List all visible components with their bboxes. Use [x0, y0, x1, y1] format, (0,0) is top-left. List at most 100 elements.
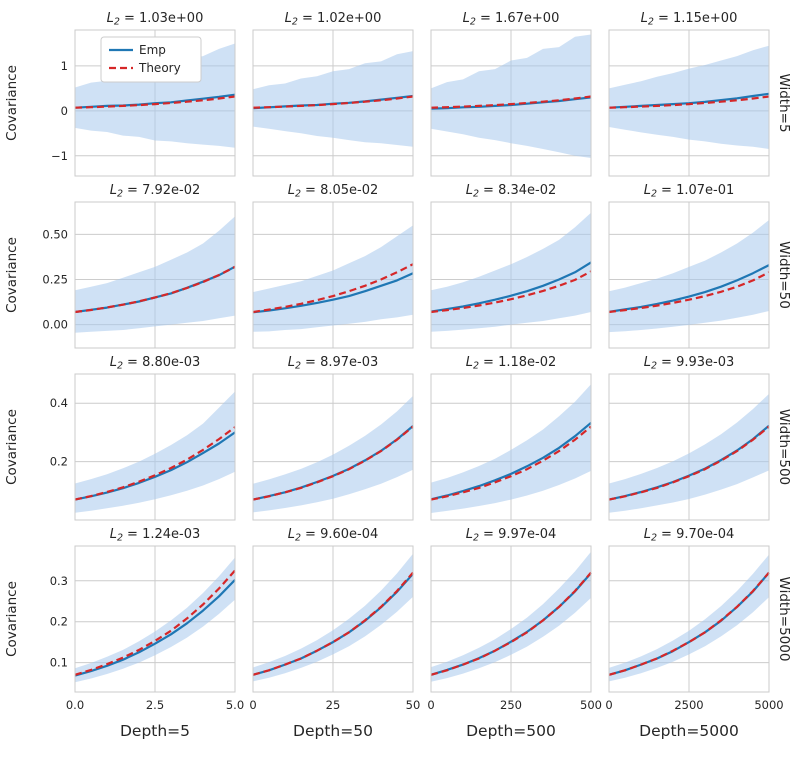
theory-line [430, 270, 592, 314]
col-label: Depth=50 [293, 722, 373, 740]
x-tick-label: 0.0 [66, 698, 84, 712]
confidence-band [609, 554, 769, 682]
plot-border [430, 29, 592, 177]
y-tick-label: 0.50 [42, 227, 68, 241]
subplot-r2-c0: L2 = 8.80e-03 0.2 0.4 Covariance [4, 355, 236, 521]
row-label: Width=500 [776, 409, 792, 485]
theory-line [74, 569, 236, 676]
confidence-band [253, 51, 413, 147]
x-tick-label: 0 [249, 698, 256, 712]
plot-border [252, 201, 414, 349]
emp-line [252, 272, 414, 314]
theory-line [608, 571, 770, 676]
theory-line [430, 425, 592, 501]
row-label: Width=5 [776, 73, 792, 132]
legend-emp-label: Emp [139, 43, 166, 57]
row-label: Width=5000 [776, 577, 792, 662]
subplot-r3-c0: L2 = 1.24e-03 0.1 0.2 0.3 Covariance 0.0 2.5 5.0… [4, 527, 244, 740]
subplot-r1-c1: L2 = 8.05e-02 [252, 183, 414, 349]
subplot-title: L2 = 8.05e-02 [288, 183, 379, 200]
x-tick-label: 5.0 [226, 698, 244, 712]
theory-line [252, 425, 414, 501]
x-tick-label: 500 [580, 698, 602, 712]
col-label: Depth=5 [120, 722, 190, 740]
subplot-r1-c0: L2 = 7.92e-02 0.00 0.25 0.50 Covariance [4, 183, 236, 349]
theory-line [430, 95, 592, 109]
subplot-title: L2 = 9.93e-03 [644, 355, 735, 372]
plot-border [608, 29, 770, 177]
subplot-title: L2 = 7.92e-02 [110, 183, 201, 200]
emp-line [74, 579, 236, 677]
plot-border [74, 545, 236, 693]
x-tick-label: 0 [605, 698, 612, 712]
theory-line [252, 95, 414, 109]
y-tick-label: 0.25 [42, 273, 68, 287]
y-axis-label: Covariance [4, 237, 20, 313]
confidence-band [75, 216, 235, 333]
confidence-band [431, 34, 591, 158]
x-tick-label: 250 [500, 698, 522, 712]
plot-border [74, 201, 236, 349]
subplot-title: L2 = 1.03e+00 [107, 11, 204, 28]
legend-theory-label: Theory [138, 61, 181, 75]
col-label: Depth=5000 [639, 722, 739, 740]
theory-line [74, 265, 236, 314]
plot-border [74, 29, 236, 177]
subplot-r3-c3: L2 = 9.70e-04 Width=5000 0 2500 5000 Depth=500… [605, 527, 792, 740]
subplot-r0-c3: L2 = 1.15e+00 Width=5 [608, 11, 792, 177]
subplot-title: L2 = 8.97e-03 [288, 355, 379, 372]
theory-line [74, 426, 236, 501]
plot-border [430, 545, 592, 693]
theory-line [608, 95, 770, 109]
emp-line [430, 261, 592, 313]
plot-border [252, 545, 414, 693]
subplot-title: L2 = 1.15e+00 [641, 11, 738, 28]
subplot-r2-c1: L2 = 8.97e-03 [252, 355, 414, 521]
confidence-band [431, 212, 591, 332]
subplot-r1-c3: L2 = 1.07e-01 Width=50 [608, 183, 792, 349]
x-tick-label: 25 [326, 698, 341, 712]
y-tick-label: 0.4 [50, 396, 68, 410]
confidence-band [431, 384, 591, 513]
subplot-title: L2 = 8.80e-03 [110, 355, 201, 372]
subplot-r2-c3: L2 = 9.93e-03 Width=500 [608, 355, 792, 521]
y-axis-label: Covariance [4, 409, 20, 485]
legend-box [100, 36, 202, 83]
subplot-r3-c1: L2 = 9.60e-04 0 25 50 Depth=50 [249, 527, 420, 740]
y-tick-label: 0.3 [50, 574, 68, 588]
plot-border [252, 373, 414, 521]
confidence-band [75, 391, 235, 513]
confidence-band [609, 393, 769, 513]
plot-border [430, 201, 592, 349]
subplot-title: L2 = 1.02e+00 [285, 11, 382, 28]
y-tick-label: 0.1 [50, 656, 68, 670]
subplot-r0-c1: L2 = 1.02e+00 [252, 11, 414, 177]
subplot-title: L2 = 9.60e-04 [288, 527, 379, 544]
plot-border [252, 29, 414, 177]
legend: Emp Theory [100, 36, 202, 83]
subplot-r2-c2: L2 = 1.18e-02 [430, 355, 592, 521]
plot-border [608, 201, 770, 349]
theory-line [430, 571, 592, 676]
x-tick-label: 50 [406, 698, 421, 712]
plot-border [608, 545, 770, 693]
confidence-band [253, 395, 413, 513]
col-label: Depth=500 [466, 722, 556, 740]
subplot-r3-c2: L2 = 9.97e-04 0 250 500 Depth=500 [427, 527, 602, 740]
y-tick-label: −1 [51, 149, 68, 163]
y-axis-label: Covariance [4, 65, 20, 141]
y-tick-label: 0.00 [42, 318, 68, 332]
y-tick-label: 0 [61, 104, 68, 118]
x-tick-label: 2500 [674, 698, 703, 712]
subplot-r1-c2: L2 = 8.34e-02 [430, 183, 592, 349]
theory-line [252, 263, 414, 314]
subplot-title: L2 = 1.18e-02 [466, 355, 557, 372]
plot-border [608, 373, 770, 521]
y-tick-label: 0.2 [50, 455, 68, 469]
x-tick-label: 5000 [754, 698, 783, 712]
theory-line [608, 425, 770, 501]
y-axis-label: Covariance [4, 581, 20, 657]
subplot-title: L2 = 1.67e+00 [463, 11, 560, 28]
row-label: Width=50 [776, 241, 792, 309]
